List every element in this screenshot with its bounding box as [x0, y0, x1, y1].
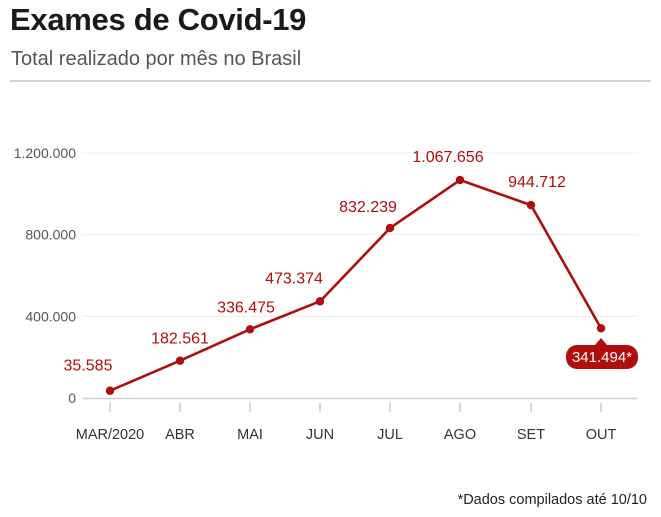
data-point-6 [526, 200, 536, 210]
data-point-2 [245, 325, 255, 334]
data-label-6: 944.712 [508, 174, 566, 191]
series-line-path [108, 178, 603, 393]
x-tick-label-2: MAI [237, 427, 263, 443]
x-tick-label-7: OUT [586, 427, 617, 443]
data-label-7: 341.494* [572, 349, 632, 366]
data-point-0 [105, 386, 115, 395]
data-label-0: 35.585 [64, 358, 113, 375]
x-tick-label-6: SET [517, 427, 545, 443]
series-line [108, 178, 603, 393]
x-tick-label-4: JUL [377, 427, 403, 443]
data-label-4: 832.239 [339, 199, 397, 216]
data-points [105, 175, 606, 395]
gridlines [82, 152, 638, 317]
data-label-3: 473.374 [265, 270, 323, 287]
y-tick-label-0: 0 [68, 390, 76, 406]
data-point-3 [315, 297, 325, 306]
x-tick-label-5: AGO [444, 427, 476, 443]
chart-subtitle: Total realizado por mês no Brasil [11, 48, 302, 70]
data-point-4 [385, 223, 395, 233]
x-axis [82, 397, 638, 412]
x-tick-label-3: JUN [306, 427, 334, 443]
data-point-7 [596, 324, 606, 333]
data-labels: 35.585 182.561 336.475 473.374 832.239 1.067.… [64, 149, 638, 375]
highlight-badge [566, 345, 638, 369]
data-point-1 [175, 356, 185, 365]
highlight-pointer [595, 338, 607, 345]
y-axis-tick-labels: 0 400.000 800.000 1.200.000 [14, 145, 77, 406]
data-label-1: 182.561 [151, 331, 209, 348]
y-tick-label-2: 800.000 [25, 227, 76, 243]
x-tick-label-0: MAR/2020 [76, 427, 145, 443]
chart-title: Exames de Covid-19 [10, 2, 307, 37]
data-label-2: 336.475 [217, 299, 275, 316]
x-axis-tick-labels: MAR/2020 ABR MAI JUN JUL AGO SET OUT [76, 427, 617, 443]
y-tick-label-3: 1.200.000 [14, 145, 76, 161]
x-tick-label-1: ABR [165, 427, 195, 443]
data-point-5 [455, 175, 465, 185]
footnote: *Dados compilados até 10/10 [457, 492, 647, 508]
header-divider [10, 80, 651, 82]
y-tick-label-1: 400.000 [25, 308, 76, 324]
data-label-5: 1.067.656 [412, 149, 483, 166]
